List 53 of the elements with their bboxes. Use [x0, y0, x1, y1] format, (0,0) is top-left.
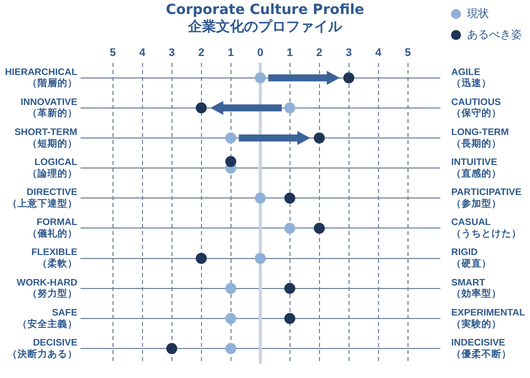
point: [284, 102, 296, 114]
y2-tick-label: LONG-TERM （長期的）: [451, 126, 509, 150]
point: [196, 252, 207, 264]
x-tick-label: 3: [346, 47, 352, 60]
x-tick-label: 5: [110, 47, 116, 60]
y-tick-label: DIRECTIVE （上意下達型）: [7, 187, 78, 210]
x-tick-label: 1: [286, 47, 293, 60]
point: [284, 222, 296, 234]
point: [166, 343, 178, 354]
x-tick-label: 2: [198, 47, 204, 60]
point: [314, 222, 325, 234]
x-tick-label: 5: [404, 47, 411, 60]
point: [254, 192, 266, 204]
point: [284, 192, 296, 204]
point: [343, 72, 354, 84]
chart-title: Corporate Culture Profile: [166, 2, 364, 18]
point: [225, 312, 236, 324]
x-tick-label: 0: [257, 47, 264, 60]
point: [225, 132, 236, 144]
x-tick-label: 1: [228, 47, 234, 60]
y-tick-label: INNOVATIVE （革新的）: [20, 96, 78, 120]
y-tick-label: WORK-HARD （努力型）: [16, 277, 78, 300]
y-tick-label: LOGICAL （論理的）: [27, 157, 78, 180]
y-tick-label: FLEXIBLE （柔軟）: [31, 247, 78, 270]
point: [314, 132, 325, 144]
y2-tick-label: INTUITIVE （直感的）: [451, 157, 502, 180]
y-tick-label: SAFE （安全主義）: [17, 307, 78, 330]
y2-tick-label: SMART （効率型）: [451, 277, 502, 300]
point: [254, 72, 266, 84]
x-tick-label: 2: [316, 47, 322, 60]
x-tick-label: 4: [139, 47, 146, 60]
y-tick-label: FORMAL （儀礼的）: [27, 217, 78, 240]
y2-tick-label: CAUTIOUS （保守的）: [451, 96, 502, 120]
point: [225, 282, 236, 294]
chart-subtitle: 企業文化のプロファイル: [187, 18, 343, 35]
y2-tick-label: RIGID （硬直）: [451, 247, 492, 270]
y2-tick-label: AGILE （迅速）: [451, 66, 492, 90]
y2-tick-label: CASUAL （うちとけた）: [451, 217, 522, 240]
legend-label: 現状: [467, 6, 489, 21]
y-tick-label: HIERARCHICAL （階層的）: [4, 66, 78, 90]
x-tick-label: 3: [168, 47, 175, 60]
point: [284, 312, 296, 324]
y2-tick-label: EXPERIMENTAL （実験的）: [451, 307, 526, 330]
point: [196, 102, 207, 114]
y-tick-label: DECISIVE （決断力ある）: [7, 337, 78, 360]
y2-tick-label: INDECISIVE （優柔不断）: [451, 337, 512, 360]
x-tick-label: 4: [375, 47, 382, 60]
point: [225, 343, 236, 354]
y2-tick-label: PARTICIPATIVE （参加型）: [451, 187, 522, 210]
y-tick-label: SHORT-TERM （短期的）: [14, 126, 78, 150]
legend-label: あるべき姿: [467, 27, 522, 42]
point: [284, 282, 296, 294]
point: [254, 252, 266, 264]
